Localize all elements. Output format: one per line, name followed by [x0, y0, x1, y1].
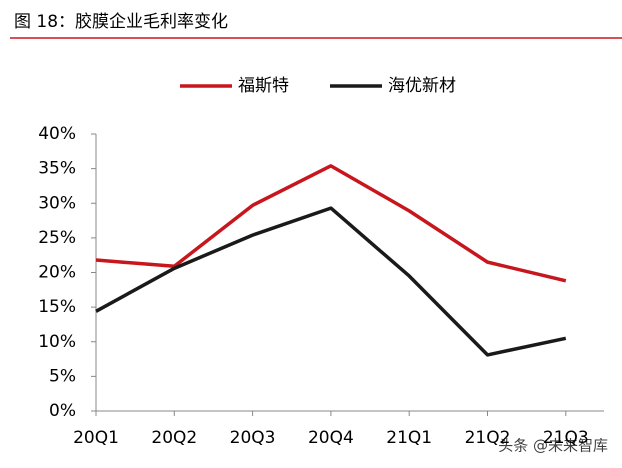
y-tick-label: 20%: [38, 263, 76, 283]
x-tick-label: 21Q3: [543, 428, 589, 448]
y-tick-label: 30%: [38, 193, 76, 213]
x-tick-label: 20Q4: [308, 428, 354, 448]
chart-title: 图 18：胶膜企业毛利率变化: [14, 12, 228, 32]
x-tick-label: 21Q1: [386, 428, 432, 448]
y-tick-label: 15%: [38, 297, 76, 317]
legend-label: 海优新材: [388, 76, 456, 96]
x-tick-label: 20Q2: [151, 428, 197, 448]
y-tick-label: 10%: [38, 332, 76, 352]
watermark: 头条 @未来智库: [498, 437, 608, 455]
x-tick-label: 20Q1: [73, 428, 119, 448]
series-line: [95, 206, 567, 357]
y-tick-label: 0%: [49, 401, 76, 421]
y-tick-label: 25%: [38, 228, 76, 248]
series-line: [95, 164, 567, 283]
legend-label: 福斯特: [238, 76, 289, 96]
y-tick-label: 40%: [38, 124, 76, 144]
x-tick-label: 21Q2: [465, 428, 511, 448]
y-tick-label: 5%: [49, 366, 76, 386]
y-tick-label: 35%: [38, 159, 76, 179]
x-tick-label: 20Q3: [230, 428, 276, 448]
